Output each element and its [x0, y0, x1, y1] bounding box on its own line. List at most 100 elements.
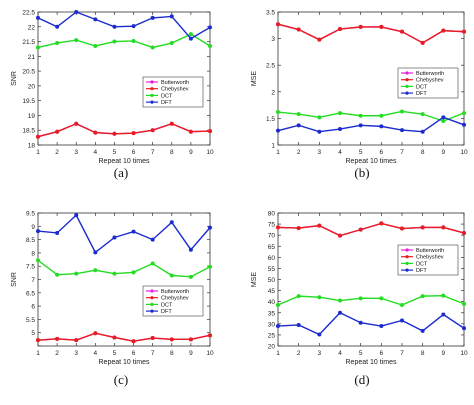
chart-3-series-dct-point — [420, 294, 425, 299]
chart-3-series-chebyshev-point — [462, 230, 466, 235]
chart-0-ytick-label: 21 — [28, 54, 36, 61]
chart-1-legend-label-dft: DFT — [416, 91, 427, 97]
chart-3-xtick-label: 2 — [297, 350, 301, 357]
chart-0-xtick-label: 7 — [151, 149, 155, 156]
chart-3-ytick-label: 60 — [268, 255, 276, 262]
chart-3-series-dct-point — [317, 295, 322, 300]
chart-2-series-dft-point — [55, 230, 60, 235]
chart-1-xtick-label: 1 — [276, 149, 280, 156]
chart-0-series-dft-point — [169, 14, 174, 19]
chart-3-xtick-label: 9 — [442, 350, 446, 357]
chart-3-legend-label-butterworth: Butterworth — [416, 248, 444, 254]
chart-0-xtick-label: 10 — [206, 149, 214, 156]
chart-3-xtick-label: 6 — [380, 350, 384, 357]
chart-3-xlabel: Repeat 10 times — [346, 359, 397, 366]
chart-1-series-dct-point — [358, 113, 363, 118]
chart-0-series-chebyshev-point — [93, 130, 98, 135]
chart-0-ytick-label: 20 — [28, 83, 36, 90]
chart-0-series-dct-point — [74, 38, 79, 43]
chart-2-series-dct-point — [208, 264, 212, 269]
chart-2-series-dft-point — [74, 213, 79, 218]
chart-1-series-dft-point — [296, 123, 301, 128]
chart-2-legend-marker-dct — [150, 302, 154, 306]
chart-2-series-chebyshev-point — [36, 338, 40, 343]
chart-1-series-chebyshev-point — [400, 29, 404, 34]
chart-3-xtick-label: 10 — [460, 350, 468, 357]
chart-1-series-chebyshev-point — [379, 24, 384, 29]
chart-3-series-dct-point — [296, 294, 301, 299]
chart-3-ytick-label: 80 — [268, 211, 276, 218]
chart-1-series-dft-point — [462, 122, 466, 127]
chart-3-series-dct-point — [400, 302, 404, 307]
chart-1-series-dct-point — [338, 111, 342, 116]
chart-2-series-dct-line — [37, 259, 211, 278]
chart-1-ytick-label: 1.5 — [266, 116, 275, 123]
chart-3-series-chebyshev-point — [420, 225, 425, 230]
chart-0-ytick-label: 19.5 — [22, 98, 35, 105]
chart-1-xtick-label: 6 — [380, 149, 384, 156]
chart-2-plot-area — [37, 212, 211, 347]
chart-2-series-dct-point — [112, 271, 117, 276]
chart-2-ytick-label: 8 — [31, 250, 35, 257]
chart-0-ytick-label: 18.5 — [22, 128, 35, 135]
chart-2-series-dct-point — [150, 261, 155, 266]
chart-0-xtick-label: 6 — [132, 149, 136, 156]
chart-2-series-dft-point — [36, 229, 40, 234]
chart-2-ytick-label: 8.5 — [26, 237, 35, 244]
chart-0-series-dct-point — [93, 43, 98, 48]
chart-0-xtick-label: 2 — [55, 149, 59, 156]
chart-3-legend-label-dct: DCT — [416, 261, 428, 267]
chart-1-series-chebyshev-point — [441, 28, 446, 33]
chart-1-series-chebyshev-point — [338, 27, 342, 32]
chart-3-series-dft-point — [379, 324, 384, 329]
chart-1-xtick-label: 10 — [460, 149, 468, 156]
chart-1-xtick-label: 4 — [338, 149, 342, 156]
chart-0-series-chebyshev-point — [74, 121, 79, 126]
chart-1-series-dct-point — [317, 115, 322, 120]
chart-0-xtick-label: 3 — [74, 149, 78, 156]
chart-1-series-dft-point — [400, 128, 404, 133]
chart-3-series-chebyshev-point — [296, 226, 301, 231]
chart-2-xtick-label: 3 — [74, 350, 78, 357]
chart-2-ytick-label: 7 — [31, 277, 35, 284]
chart-3-series-dct-point — [276, 302, 280, 307]
chart-1-series-dct-point — [379, 113, 384, 118]
chart-2-panel: 5 5.5 6 6.5 7 7.5 8 8.5 9 9.5 1 2 3 4 5 6 7 8 9 10 Repeat 10… — [11, 211, 214, 388]
chart-2-series-dft-point — [131, 229, 136, 234]
chart-2-series-dft-point — [150, 237, 155, 242]
chart-2-ytick-label: 9 — [31, 224, 35, 231]
chart-3-ytick-label: 35 — [268, 310, 276, 317]
chart-3-series-dft-line — [277, 311, 465, 336]
chart-2-series-dct-point — [131, 270, 136, 275]
chart-0-series-dft-point — [131, 24, 136, 29]
chart-3-series-dft-point — [420, 328, 425, 333]
chart-2-legend-marker-dft — [150, 309, 154, 313]
chart-1-xtick-label: 5 — [359, 149, 363, 156]
chart-0-series-chebyshev-point — [36, 134, 40, 139]
chart-1-series-dft-point — [441, 115, 446, 120]
chart-3-legend-label-dft: DFT — [416, 268, 427, 274]
chart-2-xtick-label: 2 — [55, 350, 59, 357]
chart-0-xtick-label: 1 — [36, 149, 40, 156]
chart-3-series-dft-point — [462, 326, 466, 331]
chart-3-ytick-label: 30 — [268, 321, 276, 328]
chart-3-ytick-label: 70 — [268, 233, 276, 240]
chart-1-series-dft-point — [379, 124, 384, 129]
chart-1-legend-marker-chebyshev — [405, 78, 409, 82]
chart-3-series-chebyshev-point — [400, 226, 404, 231]
chart-0-series-dct-line — [37, 33, 211, 49]
chart-1-series-dft-point — [358, 123, 363, 128]
chart-3-series-dft-point — [296, 322, 301, 327]
chart-2-series-chebyshev-line — [37, 332, 211, 342]
chart-1-series-chebyshev-line — [277, 23, 465, 44]
chart-0-legend-marker-dft — [150, 100, 154, 104]
chart-2-xtick-label: 4 — [94, 350, 98, 357]
chart-1-ylabel: MSE — [251, 71, 258, 87]
chart-1-panel: 1 1.5 2 2.5 3 3.5 1 2 3 4 5 6 7 8 9 10 Repeat 10 times MS… — [251, 10, 468, 181]
chart-0-legend-label-dct: DCT — [161, 93, 173, 99]
chart-0-series-dft-point — [208, 25, 212, 30]
chart-3-ylabel: MSE — [251, 272, 258, 288]
chart-3-ytick-label: 25 — [268, 332, 276, 339]
chart-0-series-dct-point — [208, 43, 212, 48]
